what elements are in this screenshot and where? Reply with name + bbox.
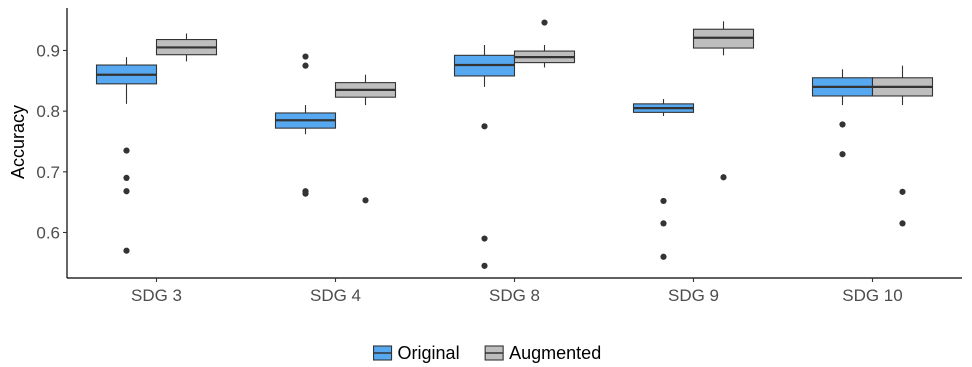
axes: 0.6 0.7 0.8 0.9 SDG 3 SDG 4 SDG 8 SDG 9 SDG 10 [36,8,962,305]
outlier-point [362,197,369,204]
outlier-point [302,190,309,197]
box-original-1 [95,57,158,254]
outlier-point [899,220,906,227]
outlier-point [123,174,130,181]
legend-item-original: Original [372,343,460,363]
box-original-2 [274,53,337,197]
plot-area [95,19,934,269]
box-original-5 [811,69,874,158]
outlier-point [660,220,667,227]
outlier-point [481,262,488,269]
outlier-point [720,174,727,181]
box-original-4 [632,99,695,260]
outlier-point [302,62,309,69]
legend-label: Original [398,343,460,363]
box-augmented-1 [155,33,218,62]
outlier-point [123,188,130,195]
legend-label: Augmented [509,343,601,363]
y-tick-label: 0.7 [36,163,60,182]
legend: Original Augmented [372,343,601,363]
legend-item-augmented: Augmented [484,343,601,363]
outlier-point [839,121,846,128]
box-augmented-2 [334,74,397,204]
x-tick-label: SDG 8 [489,286,540,305]
outlier-point [541,19,548,26]
outlier-point [481,123,488,130]
outlier-point [660,253,667,260]
outlier-point [899,188,906,195]
box-augmented-3 [513,19,576,68]
box-augmented-5 [871,65,934,227]
outlier-point [123,147,130,154]
y-tick-label: 0.8 [36,102,60,121]
box-original-3 [453,45,516,269]
outlier-point [123,247,130,254]
x-tick-label: SDG 9 [668,286,719,305]
outlier-point [302,53,309,60]
outlier-point [660,197,667,205]
x-tick-label: SDG 4 [310,286,361,305]
y-tick-label: 0.6 [36,223,60,242]
y-tick-label: 0.9 [36,41,60,60]
box-augmented-4 [692,21,755,181]
y-axis-title: Accuracy [8,105,28,179]
outlier-point [839,151,846,158]
x-tick-label: SDG 3 [131,286,182,305]
x-tick-label: SDG 10 [842,286,902,305]
outlier-point [481,235,488,242]
